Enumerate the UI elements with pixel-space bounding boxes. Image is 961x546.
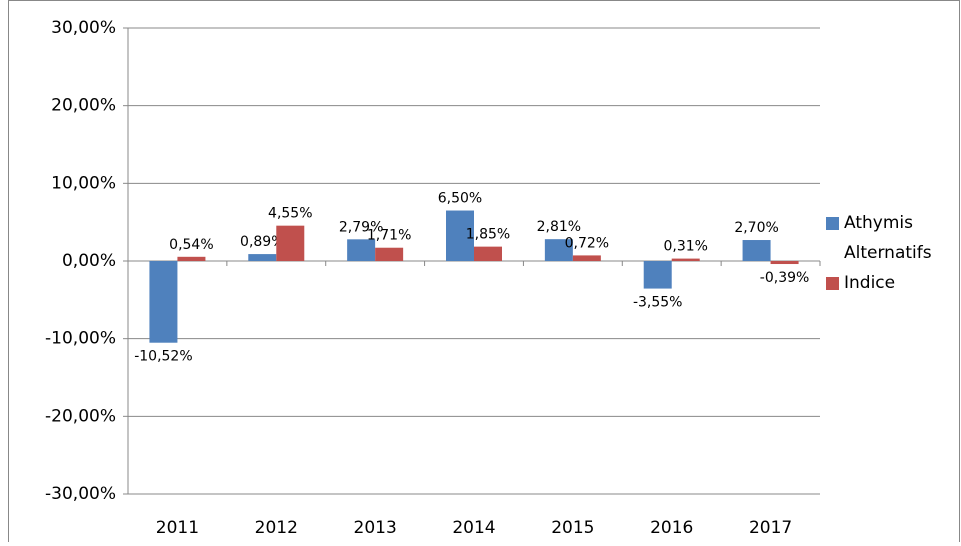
x-tick-label: 2013 <box>354 518 397 538</box>
data-label: 6,50% <box>438 191 482 207</box>
y-tick-label: -10,00% <box>45 329 116 349</box>
legend-swatch <box>826 217 839 230</box>
data-label: 2,79% <box>339 219 383 235</box>
bar <box>177 256 206 261</box>
data-label: 4,55% <box>268 206 312 222</box>
chart-border <box>8 0 960 546</box>
bar <box>375 247 404 261</box>
bar <box>544 239 573 261</box>
bar <box>276 225 305 261</box>
data-label: -10,52% <box>134 349 192 365</box>
x-tick-label: 2011 <box>156 518 199 538</box>
legend-label: Athymis Alternatifs <box>844 213 932 263</box>
bar <box>742 240 771 261</box>
data-label: -0,39% <box>760 270 810 286</box>
data-label: 0,89% <box>240 234 284 250</box>
y-tick-label: 30,00% <box>51 18 116 38</box>
bar <box>347 239 376 261</box>
x-tick-label: 2016 <box>650 518 693 538</box>
bar <box>474 246 502 261</box>
data-label: 0,54% <box>169 237 213 253</box>
y-tick-label: 10,00% <box>51 173 116 193</box>
legend-item: Athymis Alternatifs <box>826 208 956 268</box>
data-label: -3,55% <box>633 295 683 311</box>
data-label: 2,70% <box>734 220 778 236</box>
legend-label: Indice <box>844 273 896 293</box>
bar <box>572 255 601 261</box>
bar <box>248 254 277 261</box>
x-tick-label: 2012 <box>255 518 298 538</box>
data-label: 1,85% <box>466 227 510 243</box>
bar <box>643 261 672 289</box>
data-label: 0,31% <box>663 239 707 255</box>
bar <box>149 261 178 343</box>
bar <box>671 258 700 261</box>
bar <box>770 261 799 265</box>
bar <box>446 210 474 261</box>
legend: Athymis Alternatifs Indice <box>826 208 956 298</box>
x-tick-label: 2017 <box>749 518 792 538</box>
legend-item: Indice <box>826 268 956 298</box>
y-tick-label: 20,00% <box>51 96 116 116</box>
y-tick-label: -30,00% <box>45 484 116 504</box>
data-label: 2,81% <box>537 219 581 235</box>
data-label: 1,71% <box>367 228 411 244</box>
legend-swatch <box>826 277 839 290</box>
x-tick-label: 2015 <box>551 518 594 538</box>
y-tick-label: 0,00% <box>62 251 116 271</box>
data-label: 0,72% <box>565 235 609 251</box>
x-tick-label: 2014 <box>452 518 495 538</box>
y-tick-label: -20,00% <box>45 406 116 426</box>
